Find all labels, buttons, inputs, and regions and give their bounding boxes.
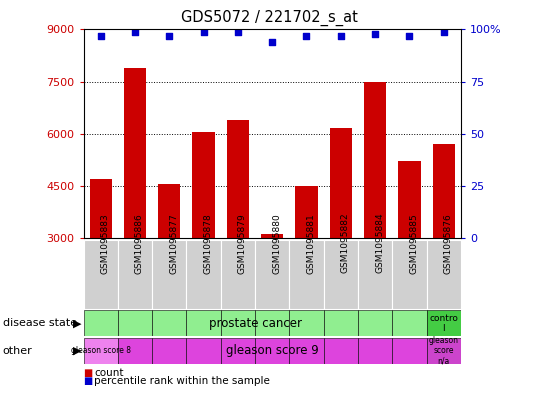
Text: GSM1095876: GSM1095876 xyxy=(444,213,453,274)
Text: GSM1095885: GSM1095885 xyxy=(410,213,418,274)
Bar xyxy=(186,338,221,364)
Point xyxy=(130,28,139,35)
Bar xyxy=(221,310,255,336)
Bar xyxy=(84,310,118,336)
Point xyxy=(96,33,105,39)
Point xyxy=(336,33,345,39)
Text: ■: ■ xyxy=(84,367,93,378)
Bar xyxy=(84,240,118,309)
Bar xyxy=(358,310,392,336)
Text: ▶: ▶ xyxy=(73,346,81,356)
Bar xyxy=(227,120,249,238)
Text: gleason score 9: gleason score 9 xyxy=(226,344,319,357)
Bar xyxy=(358,338,392,364)
Bar xyxy=(84,338,118,364)
Bar xyxy=(221,338,255,364)
Text: GSM1095881: GSM1095881 xyxy=(307,213,315,274)
Bar xyxy=(432,144,455,238)
Bar xyxy=(255,338,289,364)
Text: GSM1095883: GSM1095883 xyxy=(101,213,110,274)
Bar xyxy=(295,185,317,238)
Bar xyxy=(124,68,146,238)
Text: ▶: ▶ xyxy=(73,318,81,328)
Bar xyxy=(330,129,352,238)
Text: GDS5072 / 221702_s_at: GDS5072 / 221702_s_at xyxy=(181,10,358,26)
Bar xyxy=(358,240,392,309)
Point xyxy=(439,28,448,35)
Bar xyxy=(392,240,426,309)
Point xyxy=(371,31,379,37)
Point xyxy=(268,39,277,45)
Text: GSM1095884: GSM1095884 xyxy=(375,213,384,274)
Text: gleason score 8: gleason score 8 xyxy=(71,346,130,355)
Bar xyxy=(118,310,152,336)
Text: GSM1095882: GSM1095882 xyxy=(341,213,350,274)
Bar xyxy=(158,184,181,238)
Text: GSM1095880: GSM1095880 xyxy=(272,213,281,274)
Bar xyxy=(192,132,215,238)
Bar xyxy=(323,240,358,309)
Bar xyxy=(289,338,323,364)
Text: other: other xyxy=(3,346,32,356)
Text: GSM1095879: GSM1095879 xyxy=(238,213,247,274)
Bar xyxy=(323,310,358,336)
Text: disease state: disease state xyxy=(3,318,77,328)
Bar xyxy=(426,338,461,364)
Text: percentile rank within the sample: percentile rank within the sample xyxy=(94,376,270,386)
Text: ■: ■ xyxy=(84,376,93,386)
Bar xyxy=(118,338,152,364)
Text: prostate cancer: prostate cancer xyxy=(209,317,301,330)
Point xyxy=(165,33,174,39)
Bar xyxy=(426,240,461,309)
Text: GSM1095877: GSM1095877 xyxy=(169,213,178,274)
Point xyxy=(233,28,242,35)
Point xyxy=(199,28,208,35)
Bar xyxy=(426,310,461,336)
Bar xyxy=(89,179,112,238)
Bar xyxy=(255,310,289,336)
Text: GSM1095886: GSM1095886 xyxy=(135,213,144,274)
Bar xyxy=(289,240,323,309)
Bar xyxy=(152,240,186,309)
Bar xyxy=(323,338,358,364)
Point xyxy=(302,33,311,39)
Bar xyxy=(152,310,186,336)
Bar xyxy=(392,338,426,364)
Text: gleason
score
n/a: gleason score n/a xyxy=(429,336,459,365)
Bar xyxy=(364,81,386,238)
Bar xyxy=(118,240,152,309)
Bar xyxy=(255,240,289,309)
Text: GSM1095878: GSM1095878 xyxy=(204,213,212,274)
Text: contro
l: contro l xyxy=(429,314,458,333)
Bar xyxy=(392,310,426,336)
Bar xyxy=(398,162,420,238)
Bar xyxy=(261,234,284,238)
Bar xyxy=(221,240,255,309)
Bar xyxy=(152,338,186,364)
Text: count: count xyxy=(94,367,124,378)
Point xyxy=(405,33,414,39)
Bar xyxy=(186,240,221,309)
Bar xyxy=(289,310,323,336)
Bar xyxy=(186,310,221,336)
